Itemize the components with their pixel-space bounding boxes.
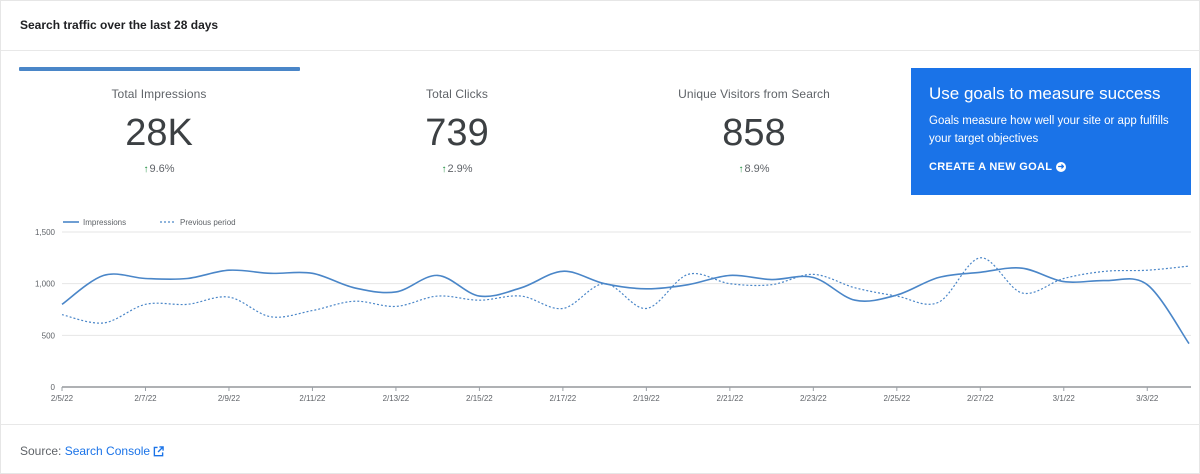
- x-tick-label: 2/13/22: [383, 394, 410, 403]
- metric-label: Unique Visitors from Search: [678, 87, 830, 101]
- metric-change: ↑9.6%: [19, 163, 299, 175]
- goals-promo-text: Goals measure how well your site or app …: [929, 115, 1169, 145]
- legend-label-impressions: Impressions: [83, 218, 126, 227]
- x-tick-label: 2/27/22: [967, 394, 994, 403]
- active-metric-indicator: [19, 67, 300, 71]
- arrow-up-icon: ↑: [738, 164, 744, 175]
- impressions-line: [61, 267, 1190, 345]
- impressions-line-chart: 0 500 1,000 1,500 2/5/22 2/7/22 2/9/22 2/11/22 2…: [35, 218, 1191, 403]
- arrow-circle-right-icon: ➜: [1056, 162, 1067, 172]
- card-footer: Source: Search Console: [1, 424, 1200, 474]
- goals-promo-title: Use goals to measure success: [929, 84, 1161, 103]
- arrow-up-icon: ↑: [441, 164, 447, 175]
- metric-change-value: 9.6%: [149, 163, 175, 175]
- x-tick-label: 2/19/22: [633, 394, 660, 403]
- create-goal-link[interactable]: CREATE A NEW GOAL ➜: [929, 161, 1067, 173]
- x-tick-label: 2/5/22: [51, 394, 74, 403]
- goals-promo-card: Use goals to measure success Goals measu…: [911, 68, 1191, 195]
- x-tick-label: 3/3/22: [1136, 394, 1159, 403]
- x-tick-label: 2/25/22: [883, 394, 910, 403]
- metric-unique-visitors[interactable]: Unique Visitors from Search 858 ↑8.9%: [614, 87, 894, 175]
- y-tick-label: 500: [42, 331, 56, 340]
- x-tick-label: 2/7/22: [134, 394, 157, 403]
- source-line: Source: Search Console: [20, 444, 164, 458]
- create-goal-label: CREATE A NEW GOAL: [929, 161, 1053, 173]
- metric-change: ↑8.9%: [614, 163, 894, 175]
- y-tick-label: 0: [51, 383, 56, 392]
- x-tick-label: 2/17/22: [550, 394, 577, 403]
- card-header: Search traffic over the last 28 days: [1, 1, 1200, 51]
- metric-label: Total Impressions: [111, 87, 207, 101]
- card-title: Search traffic over the last 28 days: [20, 18, 219, 32]
- metric-label: Total Clicks: [426, 87, 488, 101]
- legend-label-previous-period: Previous period: [180, 218, 236, 227]
- metric-change-value: 2.9%: [447, 163, 473, 175]
- metric-value: 739: [425, 112, 489, 154]
- search-console-link[interactable]: Search Console: [64, 444, 151, 458]
- x-tick-label: 2/23/22: [800, 394, 827, 403]
- source-prefix: Source:: [20, 444, 62, 458]
- x-tick-label: 3/1/22: [1053, 394, 1076, 403]
- metric-total-impressions[interactable]: Total Impressions 28K ↑9.6%: [19, 87, 299, 175]
- y-tick-label: 1,000: [35, 280, 56, 289]
- y-tick-label: 1,500: [35, 228, 56, 237]
- metric-change: ↑2.9%: [317, 163, 597, 175]
- arrow-up-icon: ↑: [143, 164, 149, 175]
- x-tick-label: 2/21/22: [717, 394, 744, 403]
- metric-total-clicks[interactable]: Total Clicks 739 ↑2.9%: [317, 87, 597, 175]
- metric-value: 28K: [125, 112, 193, 154]
- previous-period-line: [61, 257, 1190, 324]
- metric-value: 858: [722, 112, 786, 154]
- x-tick-label: 2/15/22: [466, 394, 493, 403]
- x-tick-label: 2/9/22: [218, 394, 241, 403]
- metric-change-value: 8.9%: [744, 163, 770, 175]
- external-link-icon[interactable]: [153, 446, 164, 457]
- x-tick-label: 2/11/22: [299, 394, 326, 403]
